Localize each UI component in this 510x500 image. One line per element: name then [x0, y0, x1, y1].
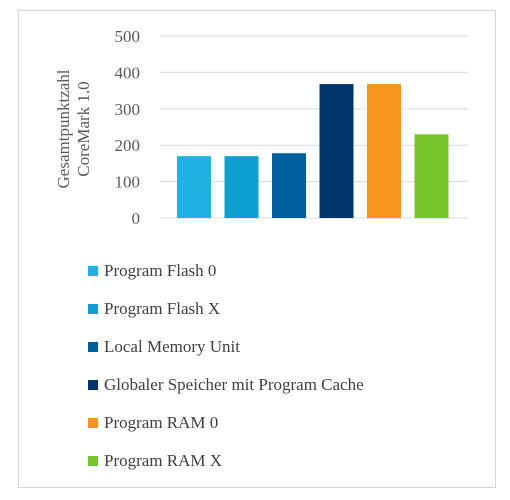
legend-item: Globaler Speicher mit Program Cache	[88, 372, 364, 397]
y-tick-label: 100	[115, 173, 141, 192]
bar	[177, 156, 211, 218]
y-axis-title-line: CoreMark 1.0	[74, 81, 93, 176]
legend-swatch	[88, 341, 98, 352]
legend-swatch	[88, 417, 98, 428]
bar	[319, 84, 354, 218]
legend-item: Program Flash 0	[88, 258, 364, 283]
bar	[272, 153, 306, 218]
legend-label: Local Memory Unit	[104, 336, 240, 356]
legend-swatch	[88, 303, 98, 314]
legend-label: Globaler Speicher mit Program Cache	[104, 374, 364, 394]
legend-label: Program Flash 0	[104, 260, 217, 280]
legend-swatch	[88, 455, 98, 466]
chart-frame	[18, 10, 496, 488]
legend-item: Program RAM X	[88, 448, 364, 473]
legend-item: Local Memory Unit	[88, 334, 364, 359]
bar	[224, 156, 259, 218]
legend-item: Program Flash X	[88, 296, 364, 321]
y-tick-label: 0	[132, 209, 141, 228]
legend-swatch	[88, 265, 98, 276]
y-tick-label: 300	[115, 100, 141, 119]
y-tick-label: 400	[115, 63, 141, 82]
legend-item: Program RAM 0	[88, 410, 364, 435]
bar	[414, 134, 449, 218]
legend-label: Program Flash X	[104, 298, 221, 318]
y-axis-title: GesamtpunktzahlCoreMark 1.0	[54, 69, 93, 188]
legend-label: Program RAM X	[104, 450, 223, 470]
y-tick-label: 500	[115, 27, 141, 46]
bar	[367, 84, 401, 218]
y-tick-label: 200	[115, 136, 141, 155]
legend-label: Program RAM 0	[104, 412, 219, 432]
y-axis-title-line: Gesamtpunktzahl	[54, 69, 73, 188]
legend-swatch	[88, 379, 98, 390]
chart-legend: Program Flash 0 Program Flash X Local Memo…	[88, 258, 364, 486]
